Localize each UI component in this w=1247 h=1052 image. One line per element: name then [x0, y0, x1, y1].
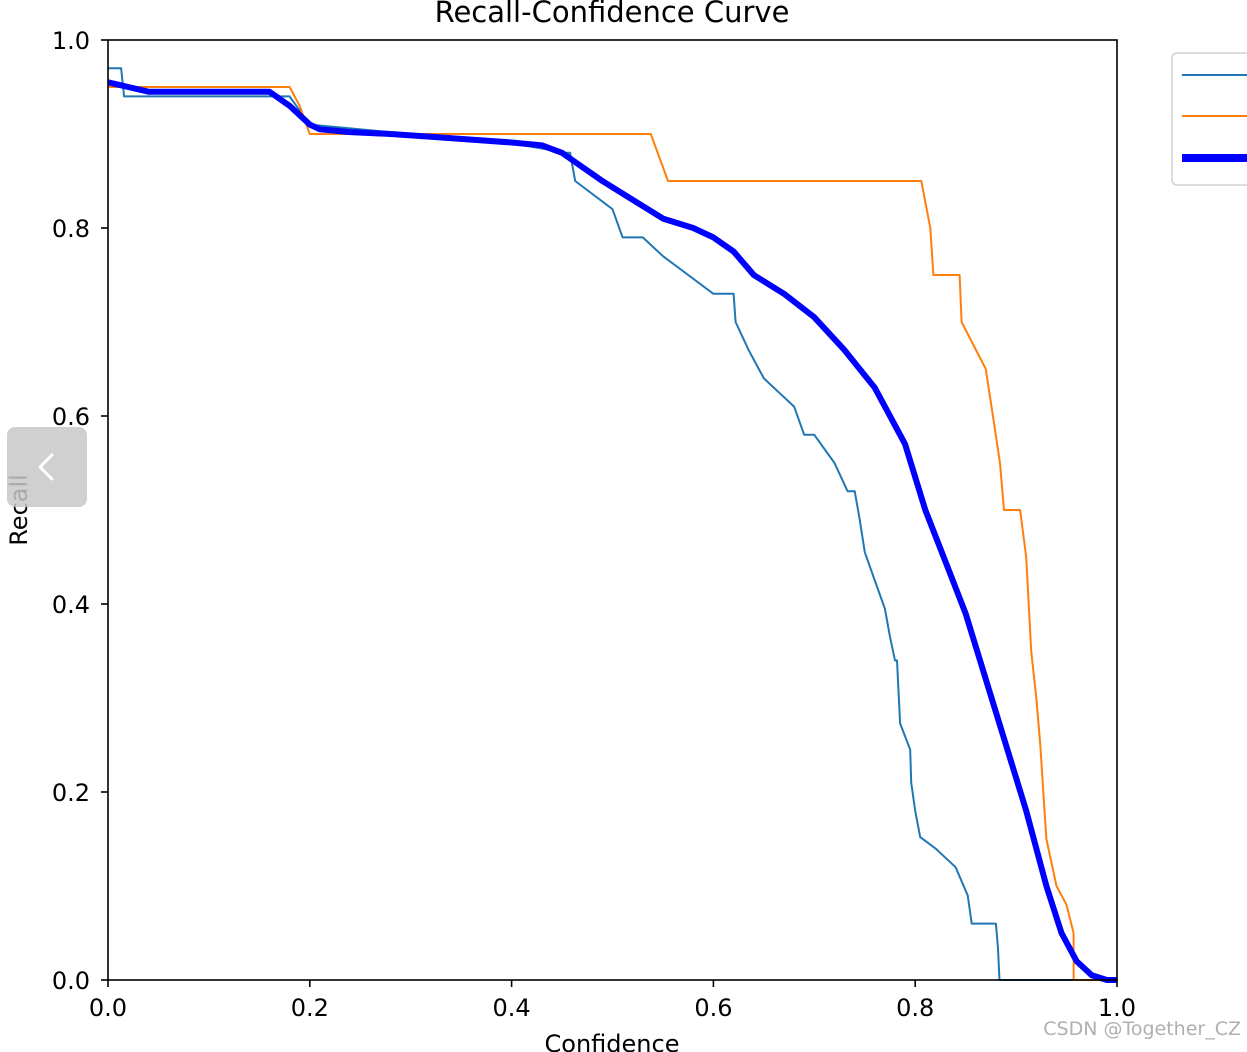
y-tick-label: 1.0 [52, 27, 90, 55]
chart-title: Recall-Confidence Curve [435, 0, 790, 29]
y-tick-label: 0.0 [52, 967, 90, 995]
x-axis: 0.0 0.2 0.4 0.6 0.8 1.0 [89, 980, 1136, 1022]
y-tick-label: 0.2 [52, 779, 90, 807]
series-line-2 [108, 86, 1117, 981]
x-tick-label: 0.2 [291, 994, 329, 1022]
x-axis-label: Confidence [545, 1030, 680, 1052]
x-tick-label: 0.4 [493, 994, 531, 1022]
plot-frame [107, 39, 1118, 981]
x-tick-label: 1.0 [1098, 994, 1136, 1022]
legend [1171, 52, 1247, 186]
x-tick-label: 0.8 [896, 994, 934, 1022]
chevron-left-icon [38, 453, 54, 481]
y-tick-label: 0.4 [52, 591, 90, 619]
x-tick-label: 0.6 [694, 994, 732, 1022]
series-line-1 [108, 67, 1117, 981]
previous-button[interactable] [7, 427, 87, 507]
y-tick-label: 0.6 [52, 403, 90, 431]
watermark: CSDN @Together_CZ [1043, 1018, 1241, 1040]
series-line-3 [107, 79, 1117, 983]
y-axis: 0.0 0.2 0.4 0.6 0.8 1.0 [52, 27, 108, 995]
y-tick-label: 0.8 [52, 215, 90, 243]
series-layer [107, 67, 1117, 983]
x-tick-label: 0.0 [89, 994, 127, 1022]
legend-box [1171, 52, 1247, 186]
